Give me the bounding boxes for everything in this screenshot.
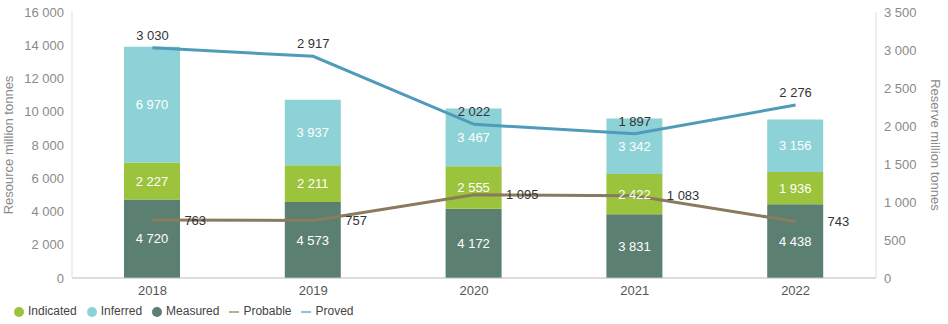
svg-text:10 000: 10 000 xyxy=(24,104,64,119)
svg-text:2021: 2021 xyxy=(620,283,649,298)
svg-text:743: 743 xyxy=(828,214,850,229)
svg-text:3 156: 3 156 xyxy=(779,138,812,153)
svg-text:16 000: 16 000 xyxy=(24,5,64,20)
svg-text:3 030: 3 030 xyxy=(136,28,169,43)
svg-text:Reserve million tonnes: Reserve million tonnes xyxy=(928,79,940,211)
svg-text:2 555: 2 555 xyxy=(457,180,490,195)
svg-text:2018: 2018 xyxy=(138,283,167,298)
svg-text:0: 0 xyxy=(57,271,64,286)
svg-text:1 095: 1 095 xyxy=(506,187,539,202)
svg-text:763: 763 xyxy=(184,213,206,228)
svg-text:2 276: 2 276 xyxy=(779,85,812,100)
svg-text:1 083: 1 083 xyxy=(667,188,700,203)
svg-text:1 897: 1 897 xyxy=(619,114,652,129)
svg-text:4 720: 4 720 xyxy=(136,231,169,246)
html-text:Proved: Proved xyxy=(315,304,354,318)
svg-text:2 000: 2 000 xyxy=(884,119,917,134)
html-text:Measured: Measured xyxy=(166,304,220,318)
svg-text:6 970: 6 970 xyxy=(136,97,169,112)
html-text:Indicated: Indicated xyxy=(28,304,77,318)
svg-text:500: 500 xyxy=(884,233,906,248)
svg-text:3 467: 3 467 xyxy=(457,130,490,145)
svg-text:3 342: 3 342 xyxy=(618,139,651,154)
svg-text:3 937: 3 937 xyxy=(297,125,330,140)
svg-text:12 000: 12 000 xyxy=(24,71,64,86)
svg-text:2 422: 2 422 xyxy=(618,187,651,202)
svg-text:2020: 2020 xyxy=(460,283,489,298)
svg-text:4 000: 4 000 xyxy=(31,204,64,219)
svg-text:3 500: 3 500 xyxy=(884,5,917,20)
svg-text:2 211: 2 211 xyxy=(297,176,329,191)
svg-text:3 000: 3 000 xyxy=(884,43,917,58)
svg-text:4 573: 4 573 xyxy=(297,233,330,248)
svg-text:6 000: 6 000 xyxy=(31,171,64,186)
svg-text:2 022: 2 022 xyxy=(458,104,491,119)
html-text:Inferred: Inferred xyxy=(100,304,143,318)
svg-text:2019: 2019 xyxy=(299,283,328,298)
svg-text:Resource million tonnes: Resource million tonnes xyxy=(8,75,16,214)
svg-text:1 000: 1 000 xyxy=(884,195,917,210)
svg-text:757: 757 xyxy=(345,213,367,228)
svg-text:2 917: 2 917 xyxy=(297,36,330,51)
svg-text:2 000: 2 000 xyxy=(31,237,64,252)
svg-text:1 500: 1 500 xyxy=(884,157,917,172)
svg-text:14 000: 14 000 xyxy=(24,38,64,53)
svg-text:2022: 2022 xyxy=(781,283,810,298)
svg-text:3 831: 3 831 xyxy=(618,239,651,254)
html-text:Probable: Probable xyxy=(243,304,292,318)
svg-text:8 000: 8 000 xyxy=(31,138,64,153)
svg-text:4 172: 4 172 xyxy=(457,236,490,251)
svg-text:2 227: 2 227 xyxy=(136,174,169,189)
svg-text:0: 0 xyxy=(884,271,891,286)
svg-text:4 438: 4 438 xyxy=(779,234,812,249)
svg-text:2 500: 2 500 xyxy=(884,81,917,96)
svg-text:1 936: 1 936 xyxy=(779,181,812,196)
